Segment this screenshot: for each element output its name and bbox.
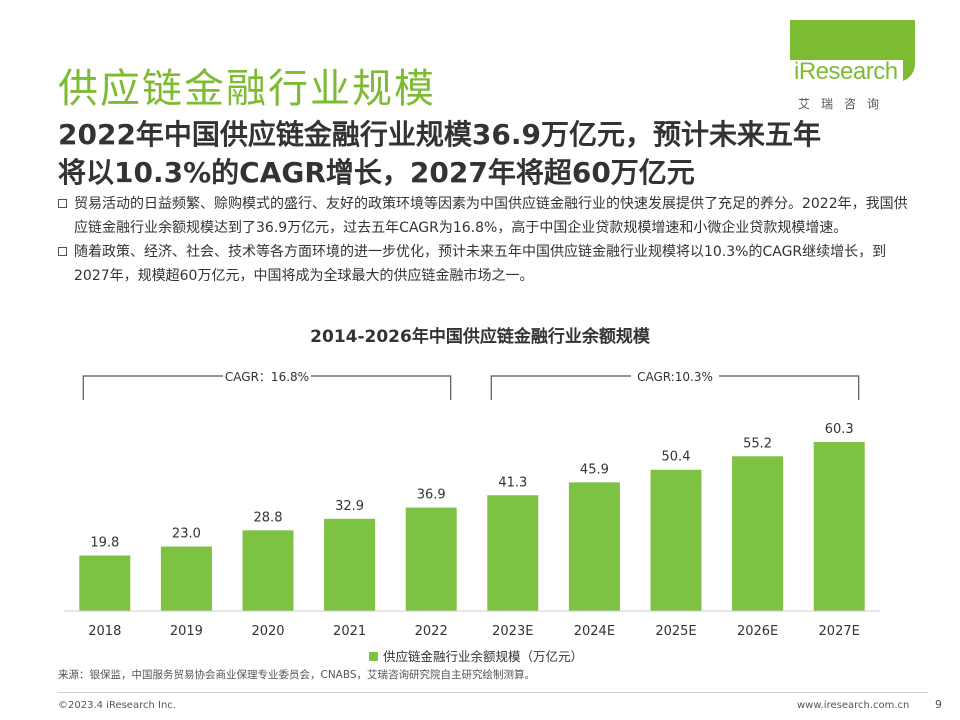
page-title: 供应链金融行业规模 xyxy=(58,66,436,112)
value-label: 55.2 xyxy=(743,436,772,451)
legend-label: 供应链金融行业余额规模（万亿元） xyxy=(383,649,583,664)
value-label: 23.0 xyxy=(172,527,201,542)
chart-title: 2014-2026年中国供应链金融行业余额规模 xyxy=(310,327,650,347)
cagr-label: CAGR：16.8% xyxy=(225,370,309,384)
logo-text: iResearch xyxy=(794,58,898,85)
category-label: 2026E xyxy=(737,624,778,639)
footer-divider xyxy=(58,692,928,693)
value-label: 41.3 xyxy=(498,475,527,490)
value-label: 36.9 xyxy=(417,488,446,503)
value-label: 19.8 xyxy=(90,536,119,551)
category-label: 2023E xyxy=(492,624,533,639)
square-bullet-icon xyxy=(58,199,67,208)
category-label: 2021 xyxy=(333,624,366,639)
square-bullet-icon xyxy=(58,247,67,256)
category-label: 2022 xyxy=(415,624,448,639)
logo-subtext: 艾瑞咨询 xyxy=(798,97,891,111)
page-number: 9 xyxy=(935,698,942,711)
subtitle-line-1: 2022年中国供应链金融行业规模36.9万亿元，预计未来五年 xyxy=(58,118,822,151)
bar xyxy=(732,456,784,611)
value-label: 32.9 xyxy=(335,499,364,514)
value-label: 45.9 xyxy=(580,462,609,477)
cagr-label: CAGR:10.3% xyxy=(637,370,713,384)
bar xyxy=(568,482,620,611)
bullet-text: 贸易活动的日益频繁、赊购模式的盛行、友好的政策环境等因素为中国供应链金融行业的快… xyxy=(74,196,908,236)
bar xyxy=(650,469,702,611)
bar xyxy=(405,507,457,611)
bar-chart: 19.8 2018 23.0 2019 28.8 2020 32.9 2021 36.9 2022… xyxy=(64,370,880,664)
bullet-item: 随着政策、经济、社会、技术等各方面环境的进一步优化，预计未来五年中国供应链金融行… xyxy=(58,240,918,288)
cagr-bracket xyxy=(82,375,452,400)
bar xyxy=(160,546,212,611)
bullet-list: 贸易活动的日益频繁、赊购模式的盛行、友好的政策环境等因素为中国供应链金融行业的快… xyxy=(58,192,918,288)
bar xyxy=(813,442,865,611)
iresearch-logo: iResearch 艾瑞咨询 xyxy=(790,20,920,111)
bar xyxy=(324,518,376,611)
cagr-bracket xyxy=(490,375,860,400)
bar xyxy=(79,555,131,611)
subtitle-line-2: 将以10.3%的CAGR增长，2027年将超60万亿元 xyxy=(58,156,695,189)
category-label: 2025E xyxy=(655,624,696,639)
value-label: 28.8 xyxy=(254,510,283,525)
logo-white-band xyxy=(790,60,903,100)
category-label: 2027E xyxy=(819,624,860,639)
bar xyxy=(242,530,294,611)
page-subtitle: 2022年中国供应链金融行业规模36.9万亿元，预计未来五年 将以10.3%的C… xyxy=(58,116,938,192)
website-link[interactable]: www.iresearch.com.cn xyxy=(797,700,910,711)
legend-swatch xyxy=(369,652,378,661)
bullet-text: 随着政策、经济、社会、技术等各方面环境的进一步优化，预计未来五年中国供应链金融行… xyxy=(74,244,887,284)
value-label: 60.3 xyxy=(825,422,854,437)
source-note: 来源：银保监，中国服务贸易协会商业保理专业委员会，CNABS，艾瑞咨询研究院自主… xyxy=(58,669,536,681)
category-label: 2018 xyxy=(88,624,121,639)
value-label: 50.4 xyxy=(662,450,691,465)
bar xyxy=(487,495,539,611)
category-label: 2019 xyxy=(170,624,203,639)
copyright: ©2023.4 iResearch Inc. xyxy=(58,700,176,711)
category-label: 2024E xyxy=(574,624,615,639)
bullet-item: 贸易活动的日益频繁、赊购模式的盛行、友好的政策环境等因素为中国供应链金融行业的快… xyxy=(58,192,918,240)
category-label: 2020 xyxy=(251,624,284,639)
